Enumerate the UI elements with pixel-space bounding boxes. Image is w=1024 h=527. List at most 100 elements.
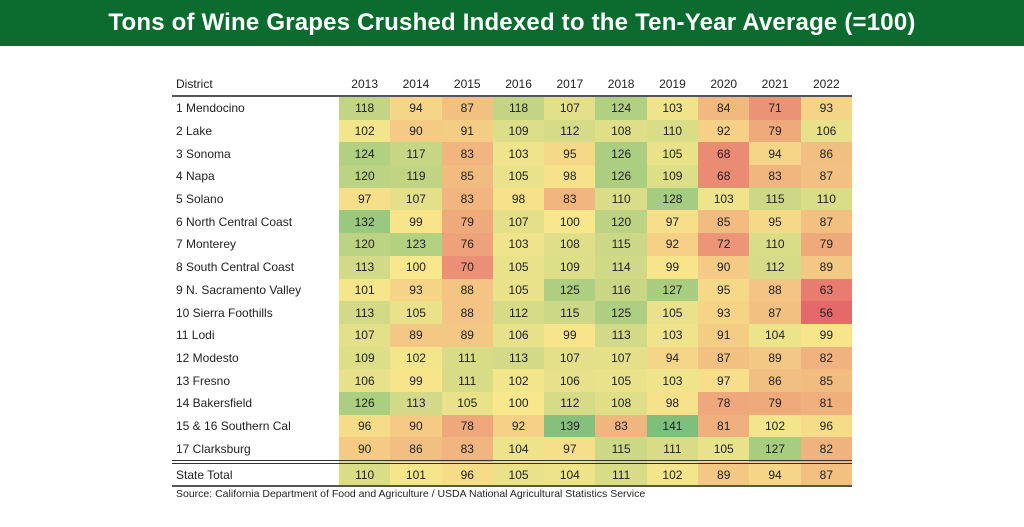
heatmap-cell: 99 bbox=[544, 323, 596, 347]
heatmap-table: District 2013 2014 2015 2016 2017 2018 2019 202… bbox=[172, 73, 852, 487]
heatmap-cell: 113 bbox=[595, 323, 647, 347]
heatmap-cell: 112 bbox=[492, 301, 545, 324]
table-row: 13 Fresno 106 99 111 102 106 105 103 97 86 85 bbox=[172, 369, 852, 392]
heatmap-cell: 108 bbox=[595, 119, 647, 143]
heatmap-cell: 76 bbox=[441, 233, 493, 256]
heatmap-cell: 90 bbox=[390, 414, 442, 438]
table-row: 7 Monterey 120 123 76 103 108 115 92 72 110 79 bbox=[172, 233, 852, 256]
heatmap-cell: 95 bbox=[544, 142, 596, 166]
heatmap-cell: 99 bbox=[800, 323, 852, 347]
heatmap-cell: 96 bbox=[339, 414, 391, 438]
district-name: State Total bbox=[172, 460, 339, 487]
heatmap-cell: 95 bbox=[698, 278, 750, 302]
heatmap-cell: 88 bbox=[441, 301, 493, 324]
heatmap-cell: 106 bbox=[339, 369, 391, 392]
heatmap-cell: 97 bbox=[698, 369, 750, 392]
heatmap-cell: 68 bbox=[698, 165, 750, 188]
heatmap-cell: 99 bbox=[646, 255, 699, 279]
heatmap-cell: 103 bbox=[698, 187, 750, 211]
heatmap-cell: 103 bbox=[492, 233, 545, 256]
year-header: 2016 bbox=[492, 73, 545, 97]
heatmap-cell: 86 bbox=[800, 142, 852, 166]
heatmap-cell: 94 bbox=[646, 346, 699, 370]
heatmap-cell: 101 bbox=[339, 278, 391, 302]
heatmap-cell: 115 bbox=[595, 437, 647, 462]
heatmap-cell: 102 bbox=[749, 414, 801, 438]
heatmap-cell: 93 bbox=[390, 278, 442, 302]
heatmap-cell: 127 bbox=[749, 437, 801, 462]
heatmap-cell: 98 bbox=[544, 165, 596, 188]
year-header: 2021 bbox=[749, 73, 801, 97]
heatmap-cell: 102 bbox=[390, 346, 442, 370]
heatmap-cell: 63 bbox=[800, 278, 852, 302]
title-banner: Tons of Wine Grapes Crushed Indexed to t… bbox=[0, 0, 1024, 46]
heatmap-cell: 78 bbox=[441, 414, 493, 438]
heatmap-cell: 71 bbox=[749, 96, 801, 120]
district-name: 6 North Central Coast bbox=[176, 214, 293, 229]
district-name: 13 Fresno bbox=[176, 373, 231, 388]
heatmap-cell: 87 bbox=[800, 210, 852, 234]
heatmap-cell: 106 bbox=[544, 369, 596, 392]
heatmap-cell: 105 bbox=[441, 391, 493, 415]
heatmap-cell: 99 bbox=[390, 369, 442, 392]
heatmap-cell: 102 bbox=[492, 369, 545, 392]
heatmap-cell: 126 bbox=[595, 142, 647, 166]
heatmap-cell: 120 bbox=[339, 165, 391, 188]
heatmap-cell: 127 bbox=[646, 278, 699, 302]
heatmap-cell: 100 bbox=[544, 210, 596, 234]
heatmap-cell: 105 bbox=[390, 301, 442, 324]
heatmap-cell: 89 bbox=[698, 460, 750, 487]
heatmap-cell: 116 bbox=[595, 278, 647, 302]
heatmap-cell: 83 bbox=[544, 187, 596, 211]
heatmap-cell: 112 bbox=[749, 255, 801, 279]
heatmap-cell: 123 bbox=[390, 233, 442, 256]
year-header: 2019 bbox=[646, 73, 699, 97]
heatmap-cell: 112 bbox=[544, 391, 596, 415]
heatmap-cell: 108 bbox=[544, 233, 596, 256]
heatmap-cell: 110 bbox=[800, 187, 852, 211]
heatmap-cell: 109 bbox=[339, 346, 391, 370]
heatmap-cell: 98 bbox=[492, 187, 545, 211]
heatmap-cell: 100 bbox=[390, 255, 442, 279]
heatmap-cell: 111 bbox=[646, 437, 699, 462]
heatmap-cell: 82 bbox=[800, 346, 852, 370]
year-header: 2013 bbox=[339, 73, 391, 97]
heatmap-cell: 107 bbox=[390, 187, 442, 211]
heatmap-cell: 83 bbox=[749, 165, 801, 188]
heatmap-cell: 105 bbox=[595, 369, 647, 392]
heatmap-cell: 83 bbox=[441, 142, 493, 166]
heatmap-cell: 97 bbox=[646, 210, 699, 234]
table-row: 8 South Central Coast 113 100 70 105 109 114 99… bbox=[172, 255, 852, 279]
heatmap-cell: 113 bbox=[390, 391, 442, 415]
heatmap-cell: 112 bbox=[544, 119, 596, 143]
heatmap-cell: 103 bbox=[492, 142, 545, 166]
heatmap-cell: 124 bbox=[595, 96, 647, 120]
chart-title: Tons of Wine Grapes Crushed Indexed to t… bbox=[108, 9, 916, 36]
district-name: 7 Monterey bbox=[176, 237, 237, 252]
heatmap-cell: 113 bbox=[339, 301, 391, 324]
heatmap-cell: 89 bbox=[441, 323, 493, 347]
heatmap-cell: 83 bbox=[595, 414, 647, 438]
heatmap-cell: 96 bbox=[800, 414, 852, 438]
district-header: District bbox=[172, 73, 339, 97]
heatmap-cell: 94 bbox=[749, 460, 801, 487]
district-name: 14 Bakersfield bbox=[176, 396, 253, 411]
heatmap-cell: 96 bbox=[441, 460, 493, 487]
table-row: 11 Lodi 107 89 89 106 99 113 103 91 104 99 bbox=[172, 323, 852, 347]
heatmap-cell: 105 bbox=[492, 165, 545, 188]
district-name: 9 N. Sacramento Valley bbox=[176, 282, 302, 297]
heatmap-cell: 110 bbox=[646, 119, 699, 143]
heatmap-cell: 84 bbox=[698, 96, 750, 120]
heatmap-cell: 141 bbox=[646, 414, 699, 438]
heatmap-cell: 92 bbox=[698, 119, 750, 143]
heatmap-cell: 83 bbox=[441, 437, 493, 462]
district-name: 11 Lodi bbox=[176, 328, 215, 343]
heatmap-cell: 105 bbox=[698, 437, 750, 462]
year-header: 2020 bbox=[698, 73, 750, 97]
heatmap-cell: 113 bbox=[492, 346, 545, 370]
heatmap-cell: 93 bbox=[800, 96, 852, 120]
heatmap-cell: 81 bbox=[800, 391, 852, 415]
district-name: 8 South Central Coast bbox=[176, 260, 295, 275]
heatmap-cell: 105 bbox=[492, 255, 545, 279]
heatmap-cell: 87 bbox=[698, 346, 750, 370]
